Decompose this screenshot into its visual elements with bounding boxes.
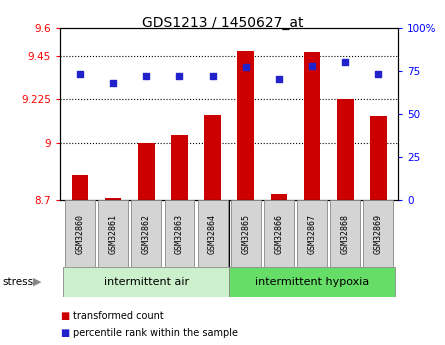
Text: GSM32869: GSM32869 — [374, 214, 383, 254]
FancyBboxPatch shape — [65, 200, 95, 267]
Point — [342, 59, 349, 65]
Bar — [105, 198, 121, 200]
Text: GSM32862: GSM32862 — [142, 214, 151, 254]
Text: ■: ■ — [60, 311, 69, 321]
Text: GSM32863: GSM32863 — [175, 214, 184, 254]
Point — [375, 71, 382, 77]
Text: GSM32867: GSM32867 — [307, 214, 316, 254]
Bar — [138, 142, 154, 200]
FancyBboxPatch shape — [231, 200, 261, 267]
Text: percentile rank within the sample: percentile rank within the sample — [73, 328, 239, 338]
Text: GSM32864: GSM32864 — [208, 214, 217, 254]
FancyBboxPatch shape — [131, 200, 161, 267]
Text: ■: ■ — [60, 328, 69, 338]
Bar — [337, 99, 353, 200]
Text: intermittent air: intermittent air — [104, 277, 189, 287]
FancyBboxPatch shape — [63, 267, 229, 297]
Text: GSM32868: GSM32868 — [341, 214, 350, 254]
Bar — [171, 135, 188, 200]
Text: ▶: ▶ — [32, 277, 41, 287]
Text: GDS1213 / 1450627_at: GDS1213 / 1450627_at — [142, 16, 303, 30]
FancyBboxPatch shape — [165, 200, 194, 267]
Bar — [271, 194, 287, 200]
Bar — [72, 175, 88, 200]
Text: intermittent hypoxia: intermittent hypoxia — [255, 277, 369, 287]
Point — [143, 73, 150, 79]
Text: GSM32861: GSM32861 — [109, 214, 117, 254]
Bar — [304, 51, 320, 200]
Point — [275, 77, 283, 82]
Text: GSM32860: GSM32860 — [76, 214, 85, 254]
Point — [77, 71, 84, 77]
Text: stress: stress — [2, 277, 33, 287]
Point — [176, 73, 183, 79]
Text: GSM32866: GSM32866 — [275, 214, 283, 254]
FancyBboxPatch shape — [364, 200, 393, 267]
Text: GSM32865: GSM32865 — [241, 214, 250, 254]
FancyBboxPatch shape — [198, 200, 227, 267]
Point — [209, 73, 216, 79]
Text: transformed count: transformed count — [73, 311, 164, 321]
FancyBboxPatch shape — [229, 267, 395, 297]
FancyBboxPatch shape — [330, 200, 360, 267]
Point — [109, 80, 117, 86]
FancyBboxPatch shape — [264, 200, 294, 267]
Point — [308, 63, 316, 68]
FancyBboxPatch shape — [297, 200, 327, 267]
Bar — [370, 116, 387, 200]
Point — [242, 65, 249, 70]
Bar — [204, 115, 221, 200]
Bar — [238, 51, 254, 200]
FancyBboxPatch shape — [98, 200, 128, 267]
